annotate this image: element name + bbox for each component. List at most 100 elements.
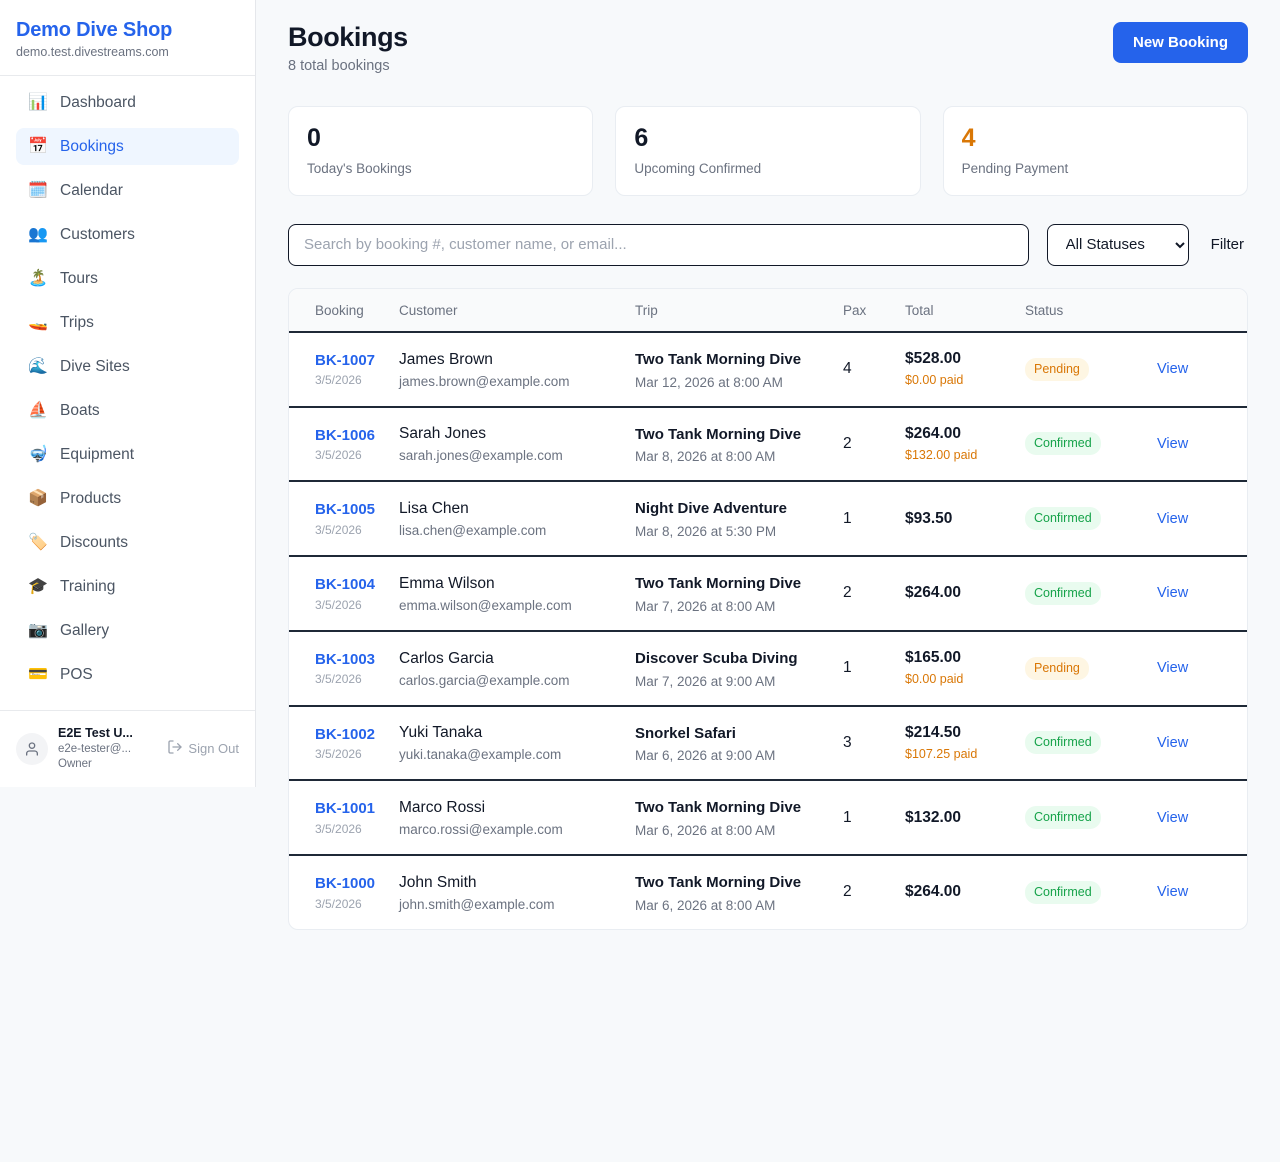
filter-button[interactable]: Filter xyxy=(1207,236,1248,253)
sidebar-item-label: Discounts xyxy=(60,533,129,551)
total-amount: $165.00 xyxy=(905,649,962,667)
cell-pax: 2 xyxy=(843,406,905,483)
cell-total: $264.00 $132.00 paid xyxy=(905,406,1025,483)
customer-name: John Smith xyxy=(399,873,477,891)
customer-name: James Brown xyxy=(399,350,493,368)
sidebar-item-dive-sites[interactable]: 🌊 Dive Sites xyxy=(16,348,239,385)
table-body: BK-1007 3/5/2026 James Brown james.brown@ex… xyxy=(289,331,1247,929)
cell-action: View xyxy=(1157,630,1247,707)
cell-booking: BK-1004 3/5/2026 xyxy=(289,556,399,632)
view-booking-link[interactable]: View xyxy=(1157,435,1189,452)
calendar-pad-icon: 🗓️ xyxy=(28,181,48,199)
brand-domain: demo.test.divestreams.com xyxy=(16,45,169,59)
cell-total: $165.00 $0.00 paid xyxy=(905,630,1025,707)
speedboat-icon: 🚤 xyxy=(28,313,48,331)
booking-id-link[interactable]: BK-1005 xyxy=(315,501,376,519)
brand-title: Demo Dive Shop xyxy=(16,19,173,41)
sidebar-item-customers[interactable]: 👥 Customers xyxy=(16,216,239,253)
booking-id-link[interactable]: BK-1007 xyxy=(315,351,376,369)
table-row: BK-1003 3/5/2026 Carlos Garcia carlos.garci… xyxy=(289,630,1247,707)
sidebar-item-products[interactable]: 📦 Products xyxy=(16,480,239,517)
customer-name: Carlos Garcia xyxy=(399,649,494,667)
cell-trip: Two Tank Morning Dive Mar 7, 2026 at 8:00… xyxy=(635,556,843,632)
booking-id-link[interactable]: BK-1002 xyxy=(315,725,376,743)
booking-id-link[interactable]: BK-1003 xyxy=(315,650,376,668)
sidebar-item-equipment[interactable]: 🤿 Equipment xyxy=(16,436,239,473)
view-booking-link[interactable]: View xyxy=(1157,585,1189,602)
trip-datetime: Mar 8, 2026 at 8:00 AM xyxy=(635,449,776,465)
column-header-booking: Booking xyxy=(289,288,399,333)
page-title: Bookings xyxy=(288,22,408,52)
total-amount: $214.50 xyxy=(905,723,962,741)
sign-out-label: Sign Out xyxy=(188,741,239,757)
people-icon: 👥 xyxy=(28,225,48,243)
cell-trip: Two Tank Morning Dive Mar 8, 2026 at 8:00… xyxy=(635,406,843,483)
sidebar-item-bookings[interactable]: 📅 Bookings xyxy=(16,128,239,165)
customer-name: Emma Wilson xyxy=(399,574,495,592)
cell-booking: BK-1002 3/5/2026 xyxy=(289,705,399,782)
trip-name: Night Dive Adventure xyxy=(635,500,787,518)
view-booking-link[interactable]: View xyxy=(1157,361,1189,378)
view-booking-link[interactable]: View xyxy=(1157,809,1189,826)
sidebar-item-boats[interactable]: ⛵ Boats xyxy=(16,392,239,429)
booking-id-link[interactable]: BK-1004 xyxy=(315,576,376,594)
status-filter-select[interactable]: All Statuses xyxy=(1046,223,1189,266)
cell-status: Pending xyxy=(1025,630,1157,707)
sidebar-nav: 📊 Dashboard 📅 Bookings 🗓️ Calendar 👥 Customers 🏝… xyxy=(0,76,255,710)
tag-icon: 🏷️ xyxy=(28,533,48,551)
sidebar-item-discounts[interactable]: 🏷️ Discounts xyxy=(16,524,239,561)
cell-pax: 1 xyxy=(843,780,905,856)
trip-datetime: Mar 8, 2026 at 5:30 PM xyxy=(635,524,777,539)
cell-trip: Two Tank Morning Dive Mar 6, 2026 at 8:00… xyxy=(635,855,843,929)
sidebar-item-calendar[interactable]: 🗓️ Calendar xyxy=(16,172,239,209)
customer-name: Yuki Tanaka xyxy=(399,724,483,742)
view-booking-link[interactable]: View xyxy=(1157,734,1189,751)
cell-status: Confirmed xyxy=(1025,705,1157,782)
cell-action: View xyxy=(1157,556,1247,632)
search-input[interactable] xyxy=(288,223,1029,266)
cell-pax: 3 xyxy=(843,705,905,782)
trip-name: Snorkel Safari xyxy=(635,724,736,742)
user-panel: E2E Test U... e2e-tester@... Owner Sign … xyxy=(0,710,255,787)
island-icon: 🏝️ xyxy=(28,269,48,287)
bar-chart-icon: 📊 xyxy=(28,93,48,111)
view-booking-link[interactable]: View xyxy=(1157,884,1189,901)
booking-created-date: 3/5/2026 xyxy=(315,522,362,537)
booking-id-link[interactable]: BK-1001 xyxy=(315,800,376,818)
cell-trip: Two Tank Morning Dive Mar 6, 2026 at 8:00… xyxy=(635,780,843,856)
stat-card: 6 Upcoming Confirmed xyxy=(615,106,921,196)
trip-name: Two Tank Morning Dive xyxy=(635,874,802,891)
cell-status: Confirmed xyxy=(1025,406,1157,483)
view-booking-link[interactable]: View xyxy=(1157,510,1189,527)
bookings-table: Booking Customer Trip Pax Total Status B… xyxy=(289,288,1247,929)
cell-total: $132.00 xyxy=(905,780,1025,856)
cell-trip: Discover Scuba Diving Mar 7, 2026 at 9:00… xyxy=(635,630,843,707)
booking-id-link[interactable]: BK-1000 xyxy=(315,875,376,893)
new-booking-button[interactable]: New Booking xyxy=(1112,22,1248,63)
view-booking-link[interactable]: View xyxy=(1157,660,1189,677)
cell-customer: James Brown james.brown@example.com xyxy=(399,331,635,408)
total-amount: $93.50 xyxy=(905,509,953,527)
customer-email: yuki.tanaka@example.com xyxy=(399,747,562,763)
cell-pax: 2 xyxy=(843,883,852,901)
sidebar-item-training[interactable]: 🎓 Training xyxy=(16,568,239,605)
sidebar-item-pos[interactable]: 💳 POS xyxy=(16,656,239,693)
cell-pax: 4 xyxy=(843,331,905,408)
customer-email: carlos.garcia@example.com xyxy=(399,672,570,688)
package-icon: 📦 xyxy=(28,489,48,507)
cell-total: $214.50 $107.25 paid xyxy=(905,705,1025,782)
stat-label: Today's Bookings xyxy=(307,160,412,176)
sidebar-item-dashboard[interactable]: 📊 Dashboard xyxy=(16,84,239,121)
sidebar-item-tours[interactable]: 🏝️ Tours xyxy=(16,260,239,297)
user-email: e2e-tester@... xyxy=(58,742,132,755)
trip-name: Two Tank Morning Dive xyxy=(635,350,802,368)
sidebar-item-gallery[interactable]: 📷 Gallery xyxy=(16,612,239,649)
booking-created-date: 3/5/2026 xyxy=(315,747,362,762)
page-title-block: Bookings 8 total bookings xyxy=(288,22,408,74)
booking-id-link[interactable]: BK-1006 xyxy=(315,426,376,444)
main-content: Bookings 8 total bookings New Booking 0 T… xyxy=(256,0,1280,930)
cell-customer: John Smith john.smith@example.com xyxy=(399,855,635,929)
customer-email: john.smith@example.com xyxy=(399,896,555,912)
sidebar-item-trips[interactable]: 🚤 Trips xyxy=(16,304,239,341)
sign-out-button[interactable]: Sign Out xyxy=(167,739,239,758)
